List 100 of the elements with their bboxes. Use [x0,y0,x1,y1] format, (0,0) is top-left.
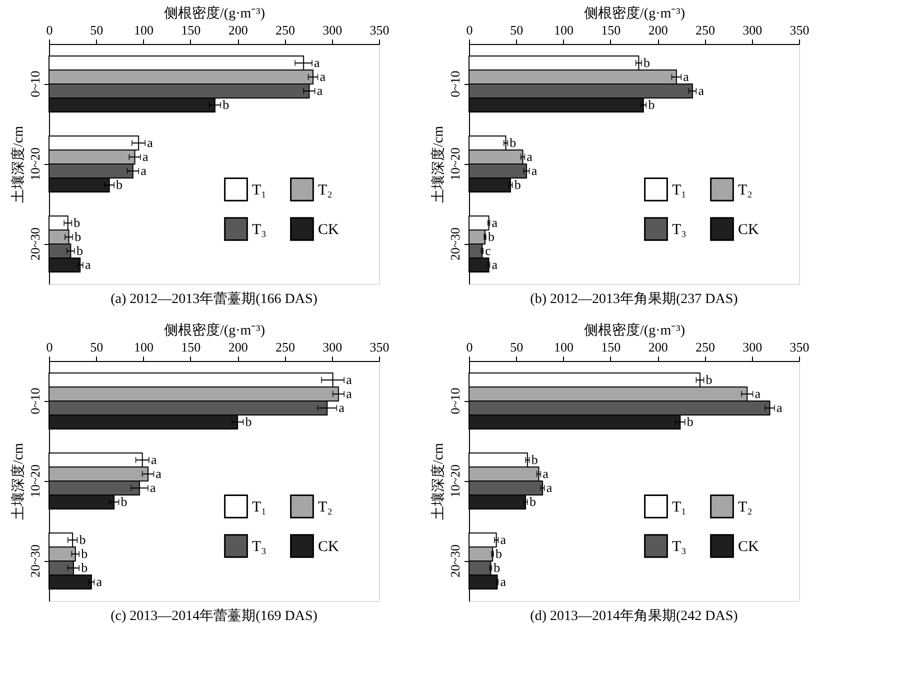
data-label: a [150,480,156,495]
legend-label: T₁ [252,182,266,198]
legend-label: CK [738,222,760,238]
data-label: b [496,546,502,561]
x-tick-label: 150 [181,340,201,354]
x-axis-title: 侧根密度/(g·m⁻³) [164,6,266,22]
x-tick-label: 350 [370,340,390,354]
data-label: b [81,560,88,575]
x-tick-label: 100 [134,22,154,38]
data-label: b [706,372,712,387]
data-label: b [529,494,536,509]
legend-label: T₃ [252,222,266,238]
x-tick-label: 200 [648,340,668,354]
x-tick-label: 200 [648,22,668,38]
data-label: b [81,546,88,561]
y-axis-title: 土壤深度/cm [10,126,26,203]
data-label: a [156,466,162,481]
y-tick-label: 10~20 [28,147,42,181]
data-label: a [526,149,533,164]
x-tick-label: 0 [46,340,53,354]
data-label: b [648,97,655,112]
x-tick-label: 200 [228,22,248,38]
text: (a) 2012—2013年蕾薹期(166 DAS) [110,291,318,307]
data-label: a [140,163,147,178]
y-axis-title: 土壤深度/cm [430,126,446,203]
data-label: a [96,574,102,589]
x-tick-label: 300 [322,22,342,38]
legend-label: T₁ [672,182,686,198]
legend-label: T₃ [672,222,686,238]
y-axis-title: 土壤深度/cm [430,442,446,520]
x-tick-label: 100 [554,340,574,354]
y-tick-label: 0~10 [28,388,42,414]
data-label: a [776,400,782,415]
x-axis-title: 侧根密度/(g·m⁻³) [164,322,266,338]
legend-label: T₂ [738,182,752,198]
y-tick-label: 20~30 [28,227,42,261]
data-label: b [514,177,521,192]
x-tick-label: 100 [134,340,154,354]
legend-label: T₂ [318,182,332,198]
y-tick-label: 20~30 [448,227,462,261]
text: (c) 2013—2014年蕾薹期(169 DAS) [110,608,318,624]
data-label: b [222,97,230,112]
data-label: a [542,466,549,481]
text: CK [738,539,760,555]
data-label: b [74,215,80,230]
data-label: b [116,177,123,192]
data-label: a [698,83,704,98]
y-tick-label: 20~30 [448,544,462,578]
data-label: a [142,149,148,164]
x-tick-label: 300 [322,340,342,354]
data-label: c [485,243,492,258]
x-tick-label: 150 [601,340,621,354]
data-label: b [79,532,86,547]
data-label: a [500,574,506,589]
data-label: a [150,452,157,467]
x-tick-label: 250 [695,340,715,354]
text: (b) 2012—2013年角果期(237 DAS) [530,291,738,307]
text: CK [318,539,340,555]
text: T₁ [672,499,686,516]
x-axis-title: 侧根密度/(g·m⁻³) [584,6,686,22]
text: T₂ [738,499,752,516]
text: T₂ [318,499,332,516]
data-label: b [494,560,500,575]
data-label: b [74,229,82,244]
x-tick-label: 300 [742,22,762,38]
data-label: a [531,163,538,178]
text: (d) 2013—2014年角果期(242 DAS) [530,608,738,624]
x-tick-label: 50 [90,340,104,354]
x-tick-label: 50 [510,22,524,38]
data-label: b [531,452,538,467]
x-tick-label: 100 [554,22,574,38]
data-label: a [754,386,761,401]
data-label: a [346,372,352,387]
y-tick-label: 10~20 [448,464,462,498]
x-tick-label: 200 [228,340,248,354]
data-label: b [120,494,128,509]
data-label: b [76,243,83,258]
data-label: a [500,532,506,547]
data-label: b [644,55,650,70]
x-tick-label: 250 [695,22,715,38]
y-tick-label: 20~30 [28,544,42,578]
x-tick-label: 300 [742,340,762,354]
data-label: b [245,414,252,429]
text: T₁ [252,499,266,516]
x-tick-label: 350 [790,340,810,354]
y-tick-label: 0~10 [28,70,42,98]
x-tick-label: 150 [181,22,201,38]
data-label: a [316,83,323,98]
data-label: a [346,386,352,401]
data-label: b [510,135,516,150]
y-tick-label: 10~20 [448,147,462,181]
text: T₃ [252,539,266,555]
data-label: a [546,480,552,495]
x-tick-label: 250 [275,340,295,354]
data-label: a [314,55,320,70]
y-tick-label: 0~10 [448,388,462,414]
x-tick-label: 250 [275,22,295,38]
data-label: b [488,229,494,244]
data-label: a [492,215,498,230]
data-label: b [686,414,694,429]
